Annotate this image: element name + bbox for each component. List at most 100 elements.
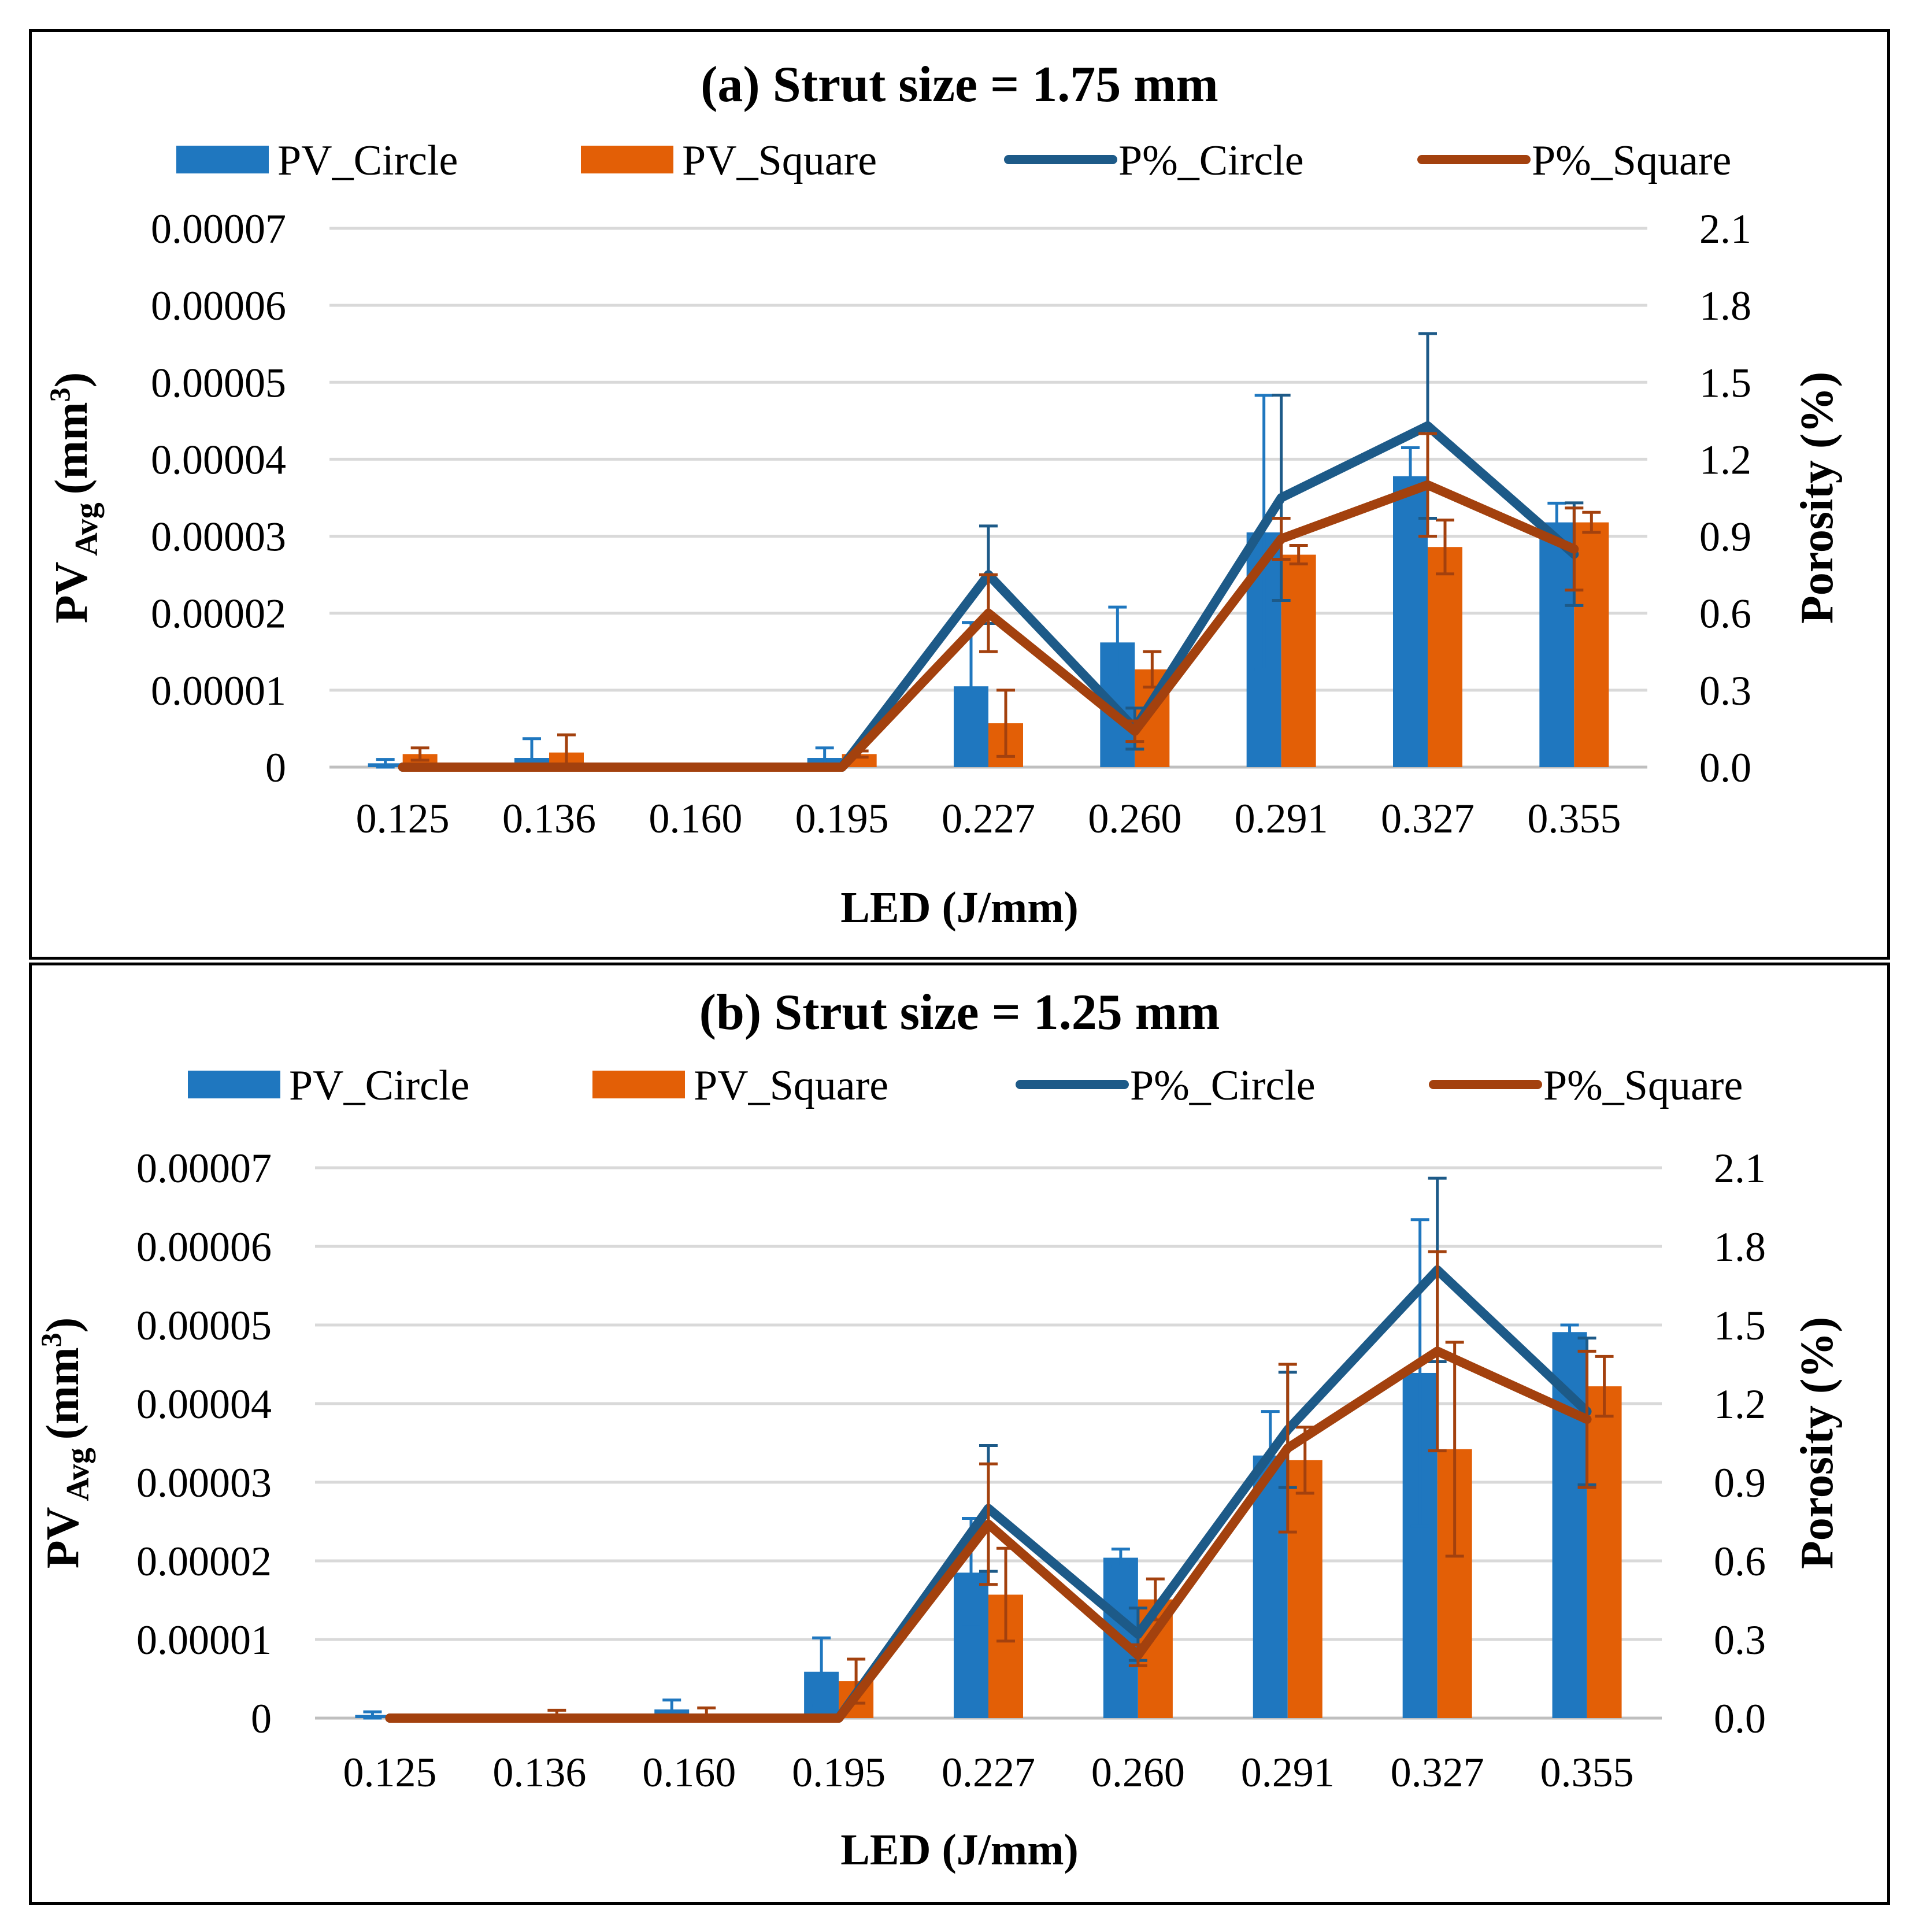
error-bar — [1436, 519, 1454, 576]
error-bar — [376, 758, 395, 769]
legend-swatch — [581, 146, 673, 173]
x-tick-label: 0.260 — [1088, 795, 1181, 842]
y2-tick-label: 0.9 — [1714, 1460, 1766, 1506]
y-tick-label: 0.00002 — [151, 591, 286, 637]
legend-label: PV_Square — [694, 1062, 888, 1109]
x-tick-label: 0.136 — [502, 795, 596, 842]
error-bar — [1289, 544, 1308, 566]
y2-tick-label: 0.9 — [1699, 514, 1751, 560]
x-axis-label: LED (J/mm) — [840, 1826, 1079, 1874]
y2-tick-label: 0.0 — [1714, 1696, 1766, 1742]
x-tick-label: 0.327 — [1381, 795, 1475, 842]
x-tick-label: 0.160 — [649, 795, 742, 842]
x-tick-label: 0.227 — [942, 1749, 1035, 1796]
x-tick-label: 0.355 — [1527, 795, 1621, 842]
bar-pv-circle — [1539, 522, 1575, 767]
y2-axis-label: Porosity (%) — [1792, 372, 1843, 624]
bar-pv-square — [1287, 1460, 1322, 1718]
y2-tick-label: 1.2 — [1699, 436, 1751, 483]
x-axis-label: LED (J/mm) — [840, 883, 1079, 932]
y2-tick-label: 1.8 — [1714, 1224, 1766, 1270]
error-bar — [1108, 605, 1127, 680]
y-tick-label: 0.00003 — [151, 514, 286, 560]
y-tick-label: 0.00006 — [136, 1224, 272, 1270]
bar-pv-square — [1574, 522, 1609, 767]
line-p-square — [385, 1346, 1592, 1723]
y2-tick-label: 0.6 — [1699, 591, 1751, 637]
legend-item-p-square: P%_Square — [1429, 1062, 1743, 1109]
error-bar — [1111, 1548, 1130, 1568]
chart-svg-a: (a) Strut size = 1.75 mm PV_Circle PV_Squa… — [43, 57, 1843, 932]
error-bar — [1560, 1323, 1579, 1341]
bar-pv-square — [1281, 554, 1316, 767]
error-bar — [363, 1710, 382, 1720]
error-bar — [1582, 510, 1601, 534]
line-p-square — [398, 480, 1579, 772]
y-axis-label: PVAvg(mm3) — [35, 1317, 96, 1569]
y2-tick-label: 2.1 — [1714, 1145, 1766, 1191]
legend-item-p-circle: P%_Circle — [1004, 137, 1304, 184]
y2-tick-label: 1.2 — [1714, 1381, 1766, 1427]
bar-pv-square — [1587, 1386, 1622, 1718]
y-tick-label: 0.00005 — [136, 1302, 272, 1349]
legend-label: P%_Square — [1543, 1062, 1743, 1109]
y-axis-label: PVAvg(mm3) — [43, 372, 105, 624]
y-tick-label: 0.00006 — [151, 283, 286, 329]
y2-tick-label: 2.1 — [1699, 206, 1751, 252]
y-tick-label: 0.00005 — [151, 360, 286, 406]
y-tick-label: 0.00002 — [136, 1538, 272, 1585]
chart-svg-b: (b) Strut size = 1.25 mm PV_Circle PV_Squa… — [35, 984, 1843, 1874]
chart-title: (a) Strut size = 1.75 mm — [701, 57, 1218, 113]
legend-item-p-circle: P%_Circle — [1016, 1062, 1316, 1109]
x-tick-label: 0.125 — [343, 1749, 436, 1796]
y-tick-label: 0.00001 — [151, 668, 286, 714]
legend-swatch — [176, 146, 269, 173]
y2-axis-label: Porosity (%) — [1792, 1317, 1843, 1569]
error-bar — [812, 1636, 831, 1707]
x-tick-label: 0.260 — [1091, 1749, 1185, 1796]
error-bar — [1595, 1354, 1614, 1418]
x-tick-label: 0.227 — [942, 795, 1035, 842]
bar-pv-square — [1428, 547, 1462, 767]
error-bar — [1410, 1218, 1429, 1528]
x-tick-label: 0.160 — [642, 1749, 736, 1796]
error-bar — [1445, 1341, 1464, 1558]
legend-label: PV_Circle — [289, 1062, 469, 1109]
y2-tick-label: 0.3 — [1714, 1617, 1766, 1663]
y2-tick-label: 1.5 — [1699, 360, 1751, 406]
error-bar — [410, 746, 429, 762]
legend-label: P%_Circle — [1118, 137, 1304, 184]
legend-label: P%_Circle — [1130, 1062, 1316, 1109]
chart-title: (b) Strut size = 1.25 mm — [699, 984, 1220, 1041]
y2-tick-label: 0.0 — [1699, 745, 1751, 791]
bar-pv-circle — [1393, 476, 1428, 767]
legend-item-pv-circle: PV_Circle — [188, 1062, 469, 1109]
legend-item-pv-circle: PV_Circle — [176, 137, 458, 184]
x-tick-label: 0.195 — [792, 1749, 886, 1796]
legend-label: PV_Circle — [277, 137, 458, 184]
x-tick-label: 0.195 — [795, 795, 889, 842]
y-tick-label: 0 — [251, 1696, 272, 1742]
y-tick-label: 0.00001 — [136, 1617, 272, 1663]
y2-tick-label: 1.5 — [1714, 1302, 1766, 1349]
error-bar — [996, 689, 1015, 758]
y2-tick-label: 1.8 — [1699, 283, 1751, 329]
chart-panel-b: (b) Strut size = 1.25 mm PV_Circle PV_Squa… — [29, 963, 1890, 1905]
legend-label: PV_Square — [682, 137, 877, 184]
y-tick-label: 0 — [265, 745, 286, 791]
x-tick-label: 0.327 — [1391, 1749, 1484, 1796]
legend-swatch — [592, 1071, 685, 1098]
legend-swatch — [188, 1071, 280, 1098]
x-tick-label: 0.125 — [356, 795, 450, 842]
y-tick-label: 0.00007 — [136, 1145, 272, 1191]
y-tick-label: 0.00004 — [151, 436, 286, 483]
x-tick-label: 0.136 — [492, 1749, 586, 1796]
y2-tick-label: 0.6 — [1714, 1538, 1766, 1585]
x-tick-label: 0.291 — [1235, 795, 1328, 842]
legend-item-pv-square: PV_Square — [592, 1062, 888, 1109]
legend-item-pv-square: PV_Square — [581, 137, 877, 184]
y-tick-label: 0.00004 — [136, 1381, 272, 1427]
x-tick-label: 0.355 — [1540, 1749, 1634, 1796]
y-tick-label: 0.00007 — [151, 206, 286, 252]
y-tick-label: 0.00003 — [136, 1460, 272, 1506]
